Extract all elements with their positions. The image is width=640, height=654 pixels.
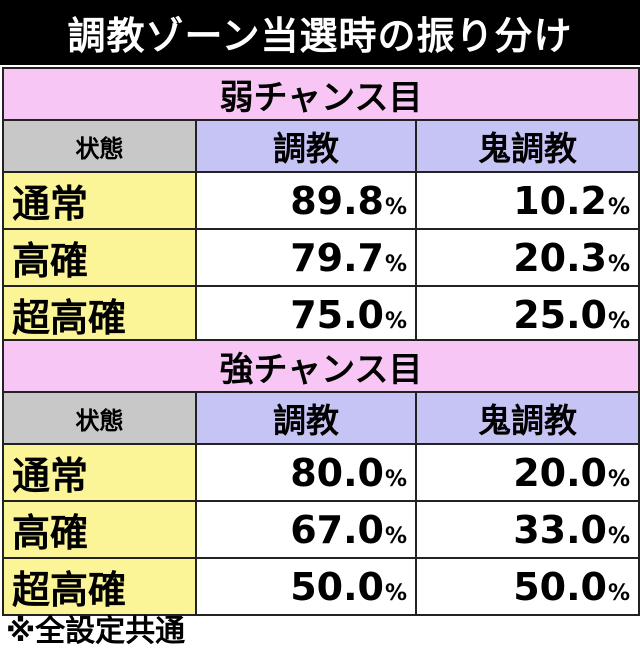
rate-value: 33.0 [513,507,607,552]
percent-sign: % [384,523,407,549]
demon-training-column-header: 鬼調教 [415,119,640,173]
row-label: 高確 [2,500,197,559]
percent-sign: % [384,194,407,220]
percent-sign: % [607,466,630,492]
table-row: 超高確 50.0% 50.0% [2,557,640,616]
section-header-row: 強チャンス目 [2,339,640,393]
row-label: 超高確 [2,285,197,344]
rate-value: 50.0 [290,564,384,609]
percent-sign: % [384,580,407,606]
row-label: 通常 [2,171,197,230]
section-title: 弱チャンス目 [2,67,640,121]
training-rate-cell: 89.8% [195,171,417,230]
percent-sign: % [607,308,630,334]
percent-sign: % [384,466,407,492]
rate-value: 67.0 [290,507,384,552]
training-column-header: 調教 [195,119,417,173]
training-rate-cell: 75.0% [195,285,417,344]
percent-sign: % [384,308,407,334]
percent-sign: % [384,251,407,277]
weak-chance-table: 弱チャンス目 状態 調教 鬼調教 通常 89.8% 10.2% 高確 79.7%… [2,67,640,344]
demon-training-rate-cell: 20.3% [415,228,640,287]
section-title: 強チャンス目 [2,339,640,393]
demon-training-rate-cell: 25.0% [415,285,640,344]
page-title: 調教ゾーン当選時の振り分け [0,0,640,65]
footnote: ※全設定共通 [6,614,186,649]
state-column-header: 状態 [2,391,197,445]
training-rate-cell: 79.7% [195,228,417,287]
row-label: 高確 [2,228,197,287]
section-header-row: 弱チャンス目 [2,67,640,121]
training-rate-cell: 80.0% [195,443,417,502]
table-row: 通常 80.0% 20.0% [2,443,640,502]
demon-training-rate-cell: 10.2% [415,171,640,230]
row-label: 通常 [2,443,197,502]
demon-training-column-header: 鬼調教 [415,391,640,445]
demon-training-rate-cell: 50.0% [415,557,640,616]
table-row: 高確 79.7% 20.3% [2,228,640,287]
rate-value: 80.0 [290,450,384,495]
rate-value: 20.0 [513,450,607,495]
column-header-row: 状態 調教 鬼調教 [2,391,640,445]
percent-sign: % [607,580,630,606]
state-column-header: 状態 [2,119,197,173]
row-label: 超高確 [2,557,197,616]
column-header-row: 状態 調教 鬼調教 [2,119,640,173]
training-rate-cell: 67.0% [195,500,417,559]
rate-value: 25.0 [513,292,607,337]
table-row: 超高確 75.0% 25.0% [2,285,640,344]
training-column-header: 調教 [195,391,417,445]
percent-sign: % [607,194,630,220]
demon-training-rate-cell: 33.0% [415,500,640,559]
rate-value: 20.3 [513,235,607,280]
rate-value: 10.2 [513,178,607,223]
table-row: 高確 67.0% 33.0% [2,500,640,559]
percent-sign: % [607,523,630,549]
rate-value: 89.8 [290,178,384,223]
rate-value: 75.0 [290,292,384,337]
rate-value: 50.0 [513,564,607,609]
table-row: 通常 89.8% 10.2% [2,171,640,230]
rate-value: 79.7 [290,235,384,280]
demon-training-rate-cell: 20.0% [415,443,640,502]
strong-chance-table: 強チャンス目 状態 調教 鬼調教 通常 80.0% 20.0% 高確 67.0%… [2,339,640,616]
training-rate-cell: 50.0% [195,557,417,616]
percent-sign: % [607,251,630,277]
